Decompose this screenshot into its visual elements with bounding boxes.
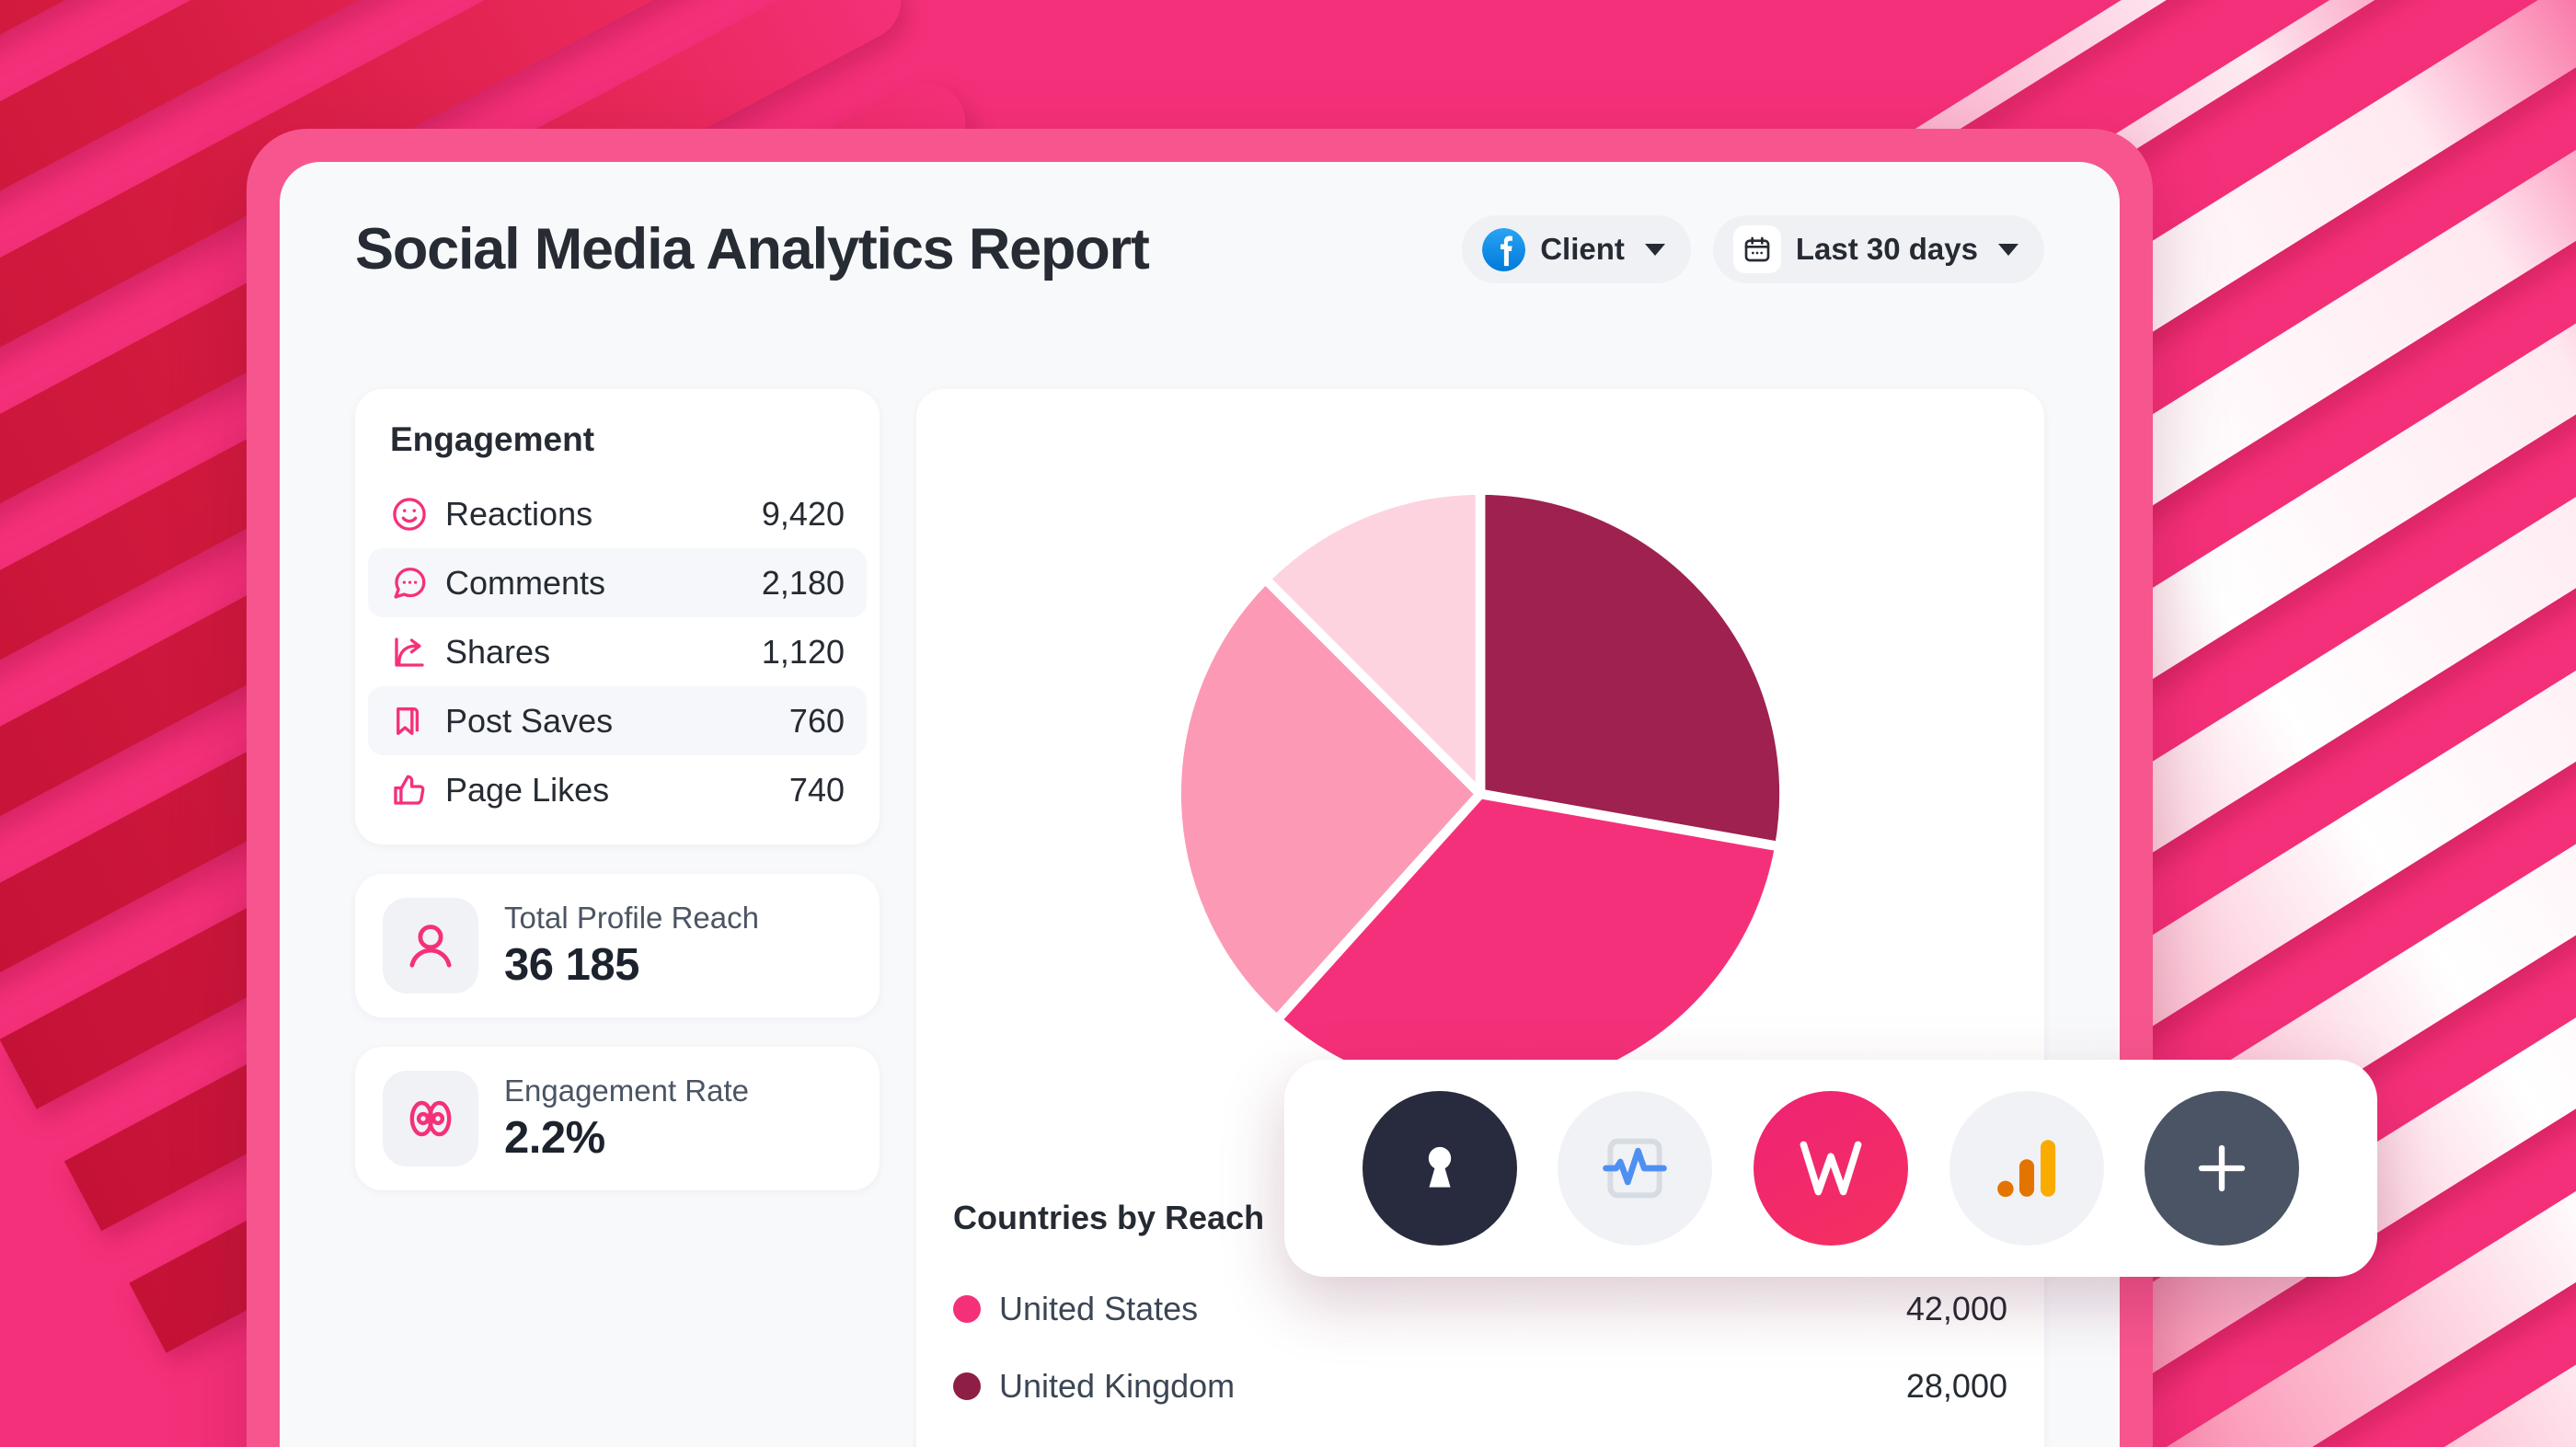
pulse-icon [1603, 1138, 1668, 1199]
engagement-label: Shares [445, 632, 551, 671]
thumbs-up-icon [394, 775, 425, 805]
country-value: 42,000 [1905, 1290, 2007, 1327]
engagement-row-page-likes[interactable]: Page Likes 740 [368, 755, 867, 824]
engagement-label: Comments [445, 563, 606, 602]
stat-card-engagement-rate[interactable]: Engagement Rate 2.2% [355, 1047, 880, 1190]
eyes-icon-box [383, 1071, 478, 1166]
date-range-label: Last 30 days [1795, 232, 1978, 266]
app-frame: Social Media Analytics Report Client [247, 129, 2153, 1447]
facebook-icon [1482, 227, 1526, 271]
analytics-icon [1996, 1140, 2055, 1198]
pie-slice-other-2[interactable] [1260, 485, 1486, 799]
engagement-row-reactions[interactable]: Reactions 9,420 [368, 479, 867, 548]
dock-item-google-analytics[interactable] [1949, 1091, 2104, 1246]
w-logo-icon [1800, 1141, 1862, 1196]
dock-item-pulse[interactable] [1558, 1091, 1713, 1246]
country-value: 28,000 [1905, 1367, 2007, 1405]
dock-item-w-logo[interactable] [1753, 1091, 1908, 1246]
country-name: United States [999, 1290, 1199, 1327]
country-row-united-kingdom[interactable]: United Kingdom 28,000 [953, 1348, 2007, 1425]
eyes-icon [409, 1100, 452, 1137]
smiley-icon [393, 497, 426, 531]
chevron-down-icon [1644, 243, 1665, 256]
engagement-value: 9,420 [761, 494, 845, 533]
engagement-row-comments[interactable]: Comments 2,180 [368, 548, 867, 617]
stat-text: Total Profile Reach 36 185 [504, 901, 759, 991]
stat-value: 2.2% [504, 1113, 605, 1163]
engagement-card: Engagement Reactions 9,420 [355, 389, 880, 844]
add-icon [2199, 1144, 2246, 1192]
calendar-icon [1732, 225, 1781, 273]
comment-icon [394, 567, 426, 599]
engagement-label: Page Likes [445, 770, 610, 809]
share-icon [395, 637, 424, 667]
reach-panel: Countries by Reach United States 42,000 … [916, 389, 2044, 1447]
person-icon [409, 924, 452, 968]
stat-label: Engagement Rate [504, 1074, 750, 1108]
engagement-value: 1,120 [761, 632, 845, 671]
stat-value: 36 185 [504, 940, 639, 990]
date-range-selector[interactable]: Last 30 days [1712, 215, 2044, 283]
chevron-down-icon [1998, 243, 2018, 256]
engagement-title: Engagement [390, 420, 595, 458]
engagement-value: 740 [788, 770, 845, 809]
account-selector[interactable]: Client [1462, 215, 1691, 283]
countries-title: Countries by Reach [953, 1199, 1265, 1236]
pie-chart [916, 389, 2044, 1199]
stat-label: Total Profile Reach [504, 901, 759, 935]
keyhole-icon [1428, 1146, 1451, 1188]
country-row-united-states[interactable]: United States 42,000 [953, 1270, 2007, 1348]
country-name: United Kingdom [999, 1367, 1236, 1405]
engagement-label: Post Saves [445, 701, 614, 740]
engagement-label: Reactions [445, 494, 593, 533]
stat-card-total-profile-reach[interactable]: Total Profile Reach 36 185 [355, 874, 880, 1017]
header-controls: Client Last 30 days [1462, 215, 2044, 283]
pie-chart-svg [1171, 485, 1789, 1103]
left-column: Engagement Reactions 9,420 [355, 389, 880, 1190]
floating-dock [1284, 1060, 2377, 1277]
engagement-value: 2,180 [761, 563, 845, 602]
person-icon-box [383, 898, 478, 993]
countries-by-reach: Countries by Reach United States 42,000 … [953, 1199, 2007, 1425]
legend-dot [953, 1295, 981, 1323]
account-label: Client [1540, 232, 1625, 266]
engagement-row-post-saves[interactable]: Post Saves 760 [368, 686, 867, 755]
bookmark-icon [397, 706, 420, 735]
header: Social Media Analytics Report Client [280, 162, 2120, 337]
page-title: Social Media Analytics Report [355, 217, 1150, 281]
dock-item-add[interactable] [2145, 1091, 2300, 1246]
dock-item-keyhole[interactable] [1362, 1091, 1517, 1246]
engagement-value: 760 [788, 701, 845, 740]
pie-slice-other-1[interactable] [1171, 574, 1486, 1025]
pie-slice-united-kingdom[interactable] [1475, 485, 1789, 852]
legend-dot [953, 1372, 981, 1400]
stat-text: Engagement Rate 2.2% [504, 1074, 749, 1164]
engagement-row-shares[interactable]: Shares 1,120 [368, 617, 867, 686]
